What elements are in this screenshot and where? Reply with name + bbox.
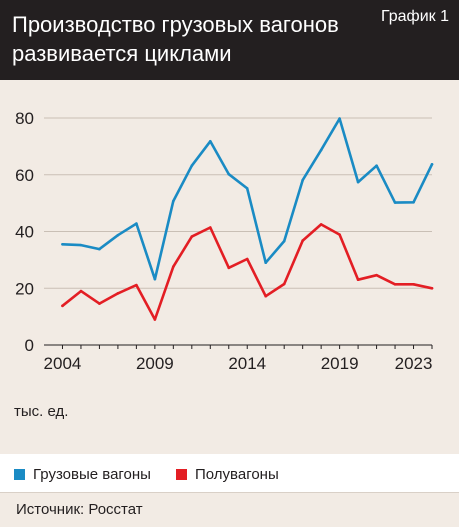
data-point-s0-2018 xyxy=(319,148,323,152)
legend-swatch-gondola-cars xyxy=(176,469,187,480)
data-point-s0-2019 xyxy=(338,117,341,120)
data-point-s1-2004 xyxy=(61,304,64,308)
data-point-s0-2022 xyxy=(393,201,397,204)
data-point-s0-2014 xyxy=(245,187,249,190)
data-point-s0-2023 xyxy=(412,200,415,204)
data-point-s1-2005 xyxy=(79,289,83,293)
data-point-s0-2006 xyxy=(98,247,101,251)
line-chart: 0 20 40 60 80 2004 2009 2014 2019 2023 xyxy=(15,109,434,373)
data-point-s1-2020 xyxy=(356,278,360,282)
data-point-s0-2009 xyxy=(153,277,157,281)
data-point-s1-2023 xyxy=(412,282,415,286)
series-line-0 xyxy=(61,117,434,281)
data-point-s1-2018 xyxy=(319,223,323,226)
y-axis-unit-label: тыс. ед. xyxy=(14,403,69,420)
data-point-s0-2005 xyxy=(79,243,83,247)
data-point-s0-2010 xyxy=(172,199,175,203)
data-point-s1-2009 xyxy=(153,318,157,321)
data-point-s1-2015 xyxy=(264,294,268,298)
legend: Грузовые вагоны Полувагоны xyxy=(0,454,459,492)
data-point-s0-2020 xyxy=(356,180,360,184)
data-point-s1-2013 xyxy=(227,266,231,270)
chart-header: Производство грузовых вагонов развиваетс… xyxy=(0,0,459,80)
legend-item-gondola-cars: Полувагоны xyxy=(176,466,279,483)
data-point-s0-2016 xyxy=(282,239,286,243)
data-point-s0-2004 xyxy=(61,242,64,246)
legend-label-freight-cars: Грузовые вагоны xyxy=(33,466,151,483)
chart-title-line-1: Производство грузовых вагонов xyxy=(12,12,339,37)
data-point-s1-2017 xyxy=(301,239,304,242)
y-tick-label-80: 80 xyxy=(15,109,34,128)
y-tick-label-0: 0 xyxy=(25,336,34,355)
data-point-s1-2007 xyxy=(116,292,120,295)
data-point-s0-2008 xyxy=(135,222,138,225)
x-tick-label-2014: 2014 xyxy=(228,354,266,373)
data-point-s1-2016 xyxy=(282,282,286,286)
legend-item-freight-cars: Грузовые вагоны xyxy=(14,466,151,483)
y-tick-label-60: 60 xyxy=(15,166,34,185)
y-tick-label-40: 40 xyxy=(15,223,34,242)
data-point-s0-2007 xyxy=(116,233,120,237)
x-tick-label-2004: 2004 xyxy=(44,354,82,373)
data-point-s0-2024 xyxy=(430,162,434,166)
source-note: Источник: Росстат xyxy=(16,501,143,518)
graph-number: График 1 xyxy=(380,8,449,25)
y-tick-label-20: 20 xyxy=(15,279,34,298)
data-point-s1-2010 xyxy=(172,265,175,268)
x-tick-label-2023: 2023 xyxy=(395,354,433,373)
data-point-s1-2022 xyxy=(393,282,397,286)
data-point-s0-2011 xyxy=(190,164,194,167)
data-point-s1-2024 xyxy=(430,286,434,290)
legend-swatch-freight-cars xyxy=(14,469,25,480)
data-point-s1-2021 xyxy=(375,273,378,277)
series-line-1 xyxy=(61,223,434,321)
chart-title: Производство грузовых вагонов развиваетс… xyxy=(12,10,372,68)
footer: Источник: Росстат xyxy=(0,492,459,527)
data-point-s1-2019 xyxy=(338,233,341,236)
chart-title-line-2: развивается циклами xyxy=(12,41,232,66)
data-point-s1-2011 xyxy=(190,235,194,238)
data-point-s0-2012 xyxy=(208,139,212,143)
data-point-s0-2017 xyxy=(301,178,304,182)
data-point-s0-2013 xyxy=(227,172,231,176)
data-point-s1-2008 xyxy=(135,283,138,287)
legend-label-gondola-cars: Полувагоны xyxy=(195,466,279,483)
data-point-s1-2014 xyxy=(245,257,249,261)
x-tick-label-2019: 2019 xyxy=(321,354,359,373)
data-point-s1-2012 xyxy=(208,226,212,229)
x-tick-label-2009: 2009 xyxy=(136,354,174,373)
data-point-s0-2015 xyxy=(264,261,268,265)
data-point-s1-2006 xyxy=(98,302,101,305)
data-point-s0-2021 xyxy=(375,164,378,167)
